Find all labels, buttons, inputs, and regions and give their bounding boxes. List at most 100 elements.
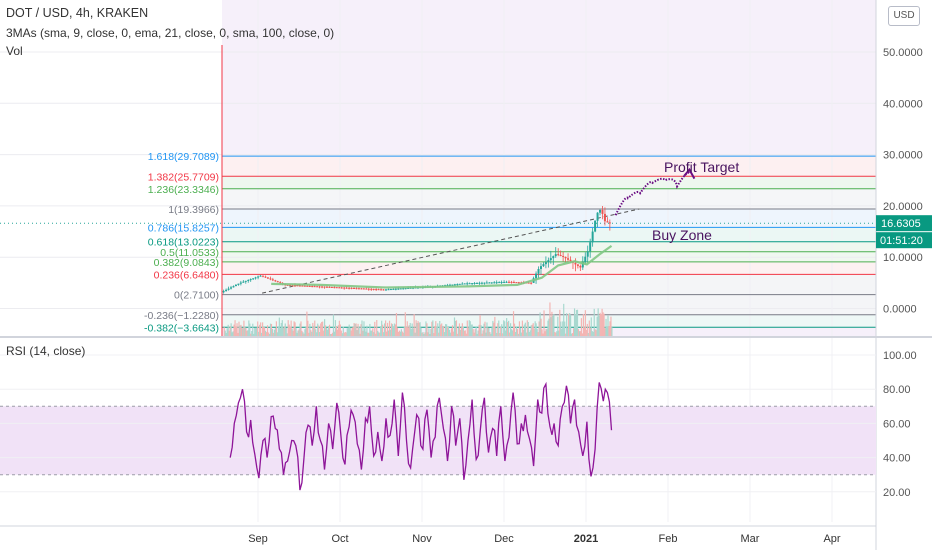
volume-bar [377, 330, 379, 336]
volume-bar [243, 320, 245, 336]
last-price-value: 16.6305 [881, 218, 921, 230]
indicator-legend[interactable]: 3MAs (sma, 9, close, 0, ema, 21, close, … [6, 26, 335, 40]
candle-body [343, 287, 346, 289]
volume-bar [401, 331, 403, 336]
volume-bar [421, 332, 423, 336]
volume-bar [493, 322, 495, 336]
volume-bar [262, 322, 264, 336]
fib-zone [222, 261, 876, 275]
countdown-value: 01:51:20 [880, 235, 923, 247]
volume-bar [531, 324, 533, 336]
volume-legend[interactable]: Vol [6, 44, 23, 58]
price-pane-left [0, 0, 222, 336]
candle-body [594, 220, 597, 232]
fib-label: 1.382(25.7709) [148, 171, 219, 183]
volume-bar [538, 321, 540, 336]
volume-bar [344, 331, 346, 336]
volume-bar [593, 308, 595, 336]
volume-bar [230, 323, 232, 336]
volume-bar [590, 317, 592, 336]
volume-bar [364, 328, 366, 336]
volume-bar [431, 321, 433, 336]
volume-bar [348, 324, 350, 336]
currency-button[interactable]: USD [888, 6, 920, 26]
volume-bar [397, 331, 400, 336]
candle-body [377, 289, 380, 291]
volume-bar [338, 320, 340, 336]
rsi-tick-label: 100.00 [883, 350, 917, 362]
volume-bar [442, 325, 444, 336]
volume-bar [331, 332, 334, 336]
price-tick-label: 30.0000 [883, 150, 923, 162]
volume-bar [573, 308, 576, 336]
fib-zone [222, 294, 876, 315]
volume-bar [260, 322, 262, 336]
volume-bar [560, 321, 562, 336]
volume-bar [512, 311, 515, 336]
candle-body [591, 231, 594, 243]
volume-bar [345, 332, 347, 336]
volume-bar [291, 328, 293, 336]
volume-bar [447, 326, 450, 336]
forecast-path [614, 171, 691, 216]
volume-bar [234, 320, 236, 336]
rsi-tick-label: 40.00 [883, 453, 911, 465]
volume-bar [314, 320, 316, 336]
volume-bar [511, 330, 514, 336]
volume-bar [423, 333, 425, 336]
volume-bar [355, 323, 357, 336]
volume-bar [363, 321, 365, 336]
volume-bar [579, 331, 582, 336]
candle-body [380, 289, 383, 291]
candle-body [402, 288, 405, 290]
volume-bar [428, 328, 430, 336]
volume-bar [323, 330, 325, 336]
fib-zone [222, 176, 876, 189]
candle-body [490, 282, 493, 284]
candle-body [262, 275, 264, 277]
volume-bar [499, 333, 501, 336]
volume-bar [451, 325, 454, 336]
candle-body [392, 288, 395, 290]
volume-bar [550, 317, 552, 336]
candle-body [606, 221, 609, 223]
candle-body [303, 285, 306, 287]
candle-body [574, 262, 577, 265]
candle-body [485, 282, 488, 284]
price-axis-background [876, 0, 932, 550]
candle-body [552, 256, 555, 259]
volume-bar [575, 309, 578, 336]
candle-body [279, 282, 282, 284]
candle-body [448, 284, 451, 286]
symbol-title[interactable]: DOT / USD, 4h, KRAKEN [6, 6, 149, 20]
candle-body [237, 283, 240, 285]
volume-bar [507, 322, 509, 336]
volume-bar [559, 309, 561, 336]
candle-body [318, 286, 321, 288]
volume-bar [373, 332, 375, 336]
volume-bar [226, 328, 228, 336]
volume-bar [533, 328, 535, 336]
volume-bar [526, 320, 528, 336]
volume-bar [301, 330, 303, 336]
fib-label: 1(19.3966) [168, 204, 219, 216]
candle-body [259, 275, 262, 277]
volume-bar [445, 324, 447, 336]
volume-bar [522, 329, 524, 336]
candle-body [269, 278, 272, 280]
candle-body [446, 284, 449, 286]
volume-bar [304, 329, 306, 336]
candle-body [399, 288, 402, 290]
trend-line [261, 208, 640, 294]
candle-body [562, 255, 565, 257]
volume-bar [465, 333, 467, 336]
volume-bar [422, 332, 424, 336]
candle-body [296, 285, 299, 287]
rsi-legend[interactable]: RSI (14, close) [6, 344, 86, 358]
volume-bar [509, 323, 512, 336]
volume-bar [473, 332, 475, 336]
volume-bar [580, 318, 583, 336]
volume-bar [275, 321, 277, 336]
